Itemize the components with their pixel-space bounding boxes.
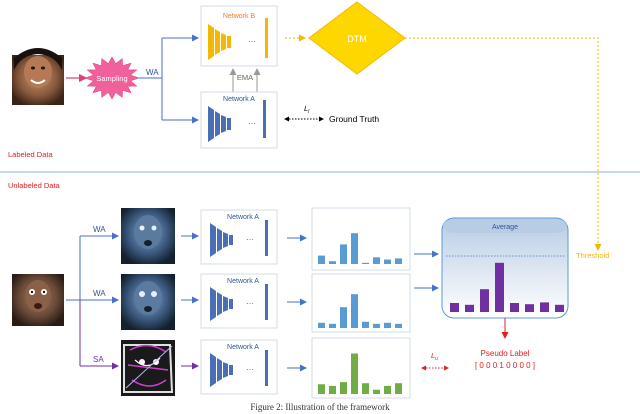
bar-0-7 [395, 258, 402, 264]
bar-3-0 [450, 303, 459, 312]
svg-text:···: ··· [246, 235, 254, 244]
bar-1-7 [395, 323, 402, 328]
sampling-label: Sampling [96, 74, 127, 83]
branch-3-network-box: Network A ··· [200, 339, 278, 395]
ground-truth-label: Ground Truth [329, 114, 379, 124]
bar-2-7 [395, 383, 402, 394]
network-b-box: Network B ··· [200, 5, 278, 67]
average-label: Average [492, 224, 518, 231]
branch-1-network-label: Network A [227, 214, 259, 221]
network-a-box-labeled: Network A ··· [200, 91, 278, 149]
threshold-label: Threshold [576, 251, 609, 260]
bar-1-4 [362, 321, 369, 328]
branch-2-chart-box [311, 273, 411, 333]
branch-3-prob-chart [318, 353, 402, 394]
labeled-section-label: Labeled Data [8, 150, 53, 159]
bar-2-0 [318, 384, 325, 394]
bar-2-3 [351, 353, 358, 394]
branch-2-prob-chart [318, 294, 402, 328]
unlabeled-loss-label: Lu [431, 351, 438, 362]
bar-2-2 [340, 382, 347, 394]
branch-1-image [121, 208, 175, 264]
branch-1-prob-chart [318, 233, 402, 264]
bar-1-0 [318, 322, 325, 328]
bar-3-5 [525, 304, 534, 312]
branch-1-aug-label: WA [93, 225, 106, 234]
branch-1-network-box: Network A ··· [200, 209, 278, 265]
unlabeled-section-label: Unlabeled Data [8, 181, 61, 190]
bar-0-2 [340, 244, 347, 264]
labeled-loss-label: Ll [304, 104, 310, 115]
average-box: Average [441, 217, 569, 319]
bar-3-3 [495, 262, 504, 312]
bar-1-3 [351, 294, 358, 328]
svg-text:···: ··· [246, 365, 254, 374]
bar-0-5 [373, 257, 380, 264]
dtm-threshold-connector [405, 37, 602, 251]
sampling-node: Sampling [84, 56, 140, 100]
branch-2-aug-label: WA [93, 289, 106, 298]
bar-3-7 [555, 304, 564, 312]
branch-3-network-label: Network A [227, 344, 259, 351]
dtm-node: DTM [308, 1, 406, 75]
branch-2-network-label: Network A [227, 278, 259, 285]
dtm-label: DTM [347, 34, 367, 44]
ema-label: EMA [237, 73, 253, 82]
labeled-wa-label: WA [146, 68, 159, 77]
pseudo-label-title: Pseudo Label [481, 349, 530, 358]
unlabeled-input-image [12, 274, 64, 326]
bar-3-2 [480, 289, 489, 312]
bar-3-6 [540, 302, 549, 312]
bar-1-1 [329, 323, 336, 328]
branch-2-image [121, 274, 175, 330]
figure-caption: Figure 2: Illustration of the framework [250, 402, 390, 412]
bar-2-5 [373, 389, 380, 394]
branch-3-aug-label: SA [93, 355, 104, 364]
bar-0-4 [362, 262, 369, 264]
labeled-input-image [12, 48, 64, 105]
bar-0-3 [351, 233, 358, 264]
bar-1-5 [373, 323, 380, 328]
bar-2-1 [329, 385, 336, 394]
pseudo-label-vector: [ 0 0 0 1 0 0 0 0 ] [475, 361, 535, 370]
bar-0-1 [329, 261, 336, 264]
bar-1-6 [384, 322, 391, 328]
bar-3-4 [510, 303, 519, 312]
svg-text:···: ··· [246, 299, 254, 308]
network-b-label: Network B [223, 13, 256, 20]
branch-3-chart-box [311, 337, 411, 399]
branch-2-network-box: Network A ··· [200, 273, 278, 329]
average-prob-chart [450, 262, 564, 312]
bar-2-4 [362, 383, 369, 394]
bar-2-6 [384, 385, 391, 394]
svg-text:···: ··· [248, 37, 256, 46]
bar-3-1 [465, 304, 474, 312]
branch-1-chart-box [311, 207, 411, 271]
bar-0-6 [384, 259, 391, 264]
bar-0-0 [318, 255, 325, 264]
svg-text:···: ··· [248, 119, 256, 128]
network-a-label-labeled: Network A [223, 96, 255, 103]
bar-1-2 [340, 307, 347, 328]
branch-3-image [121, 340, 175, 396]
